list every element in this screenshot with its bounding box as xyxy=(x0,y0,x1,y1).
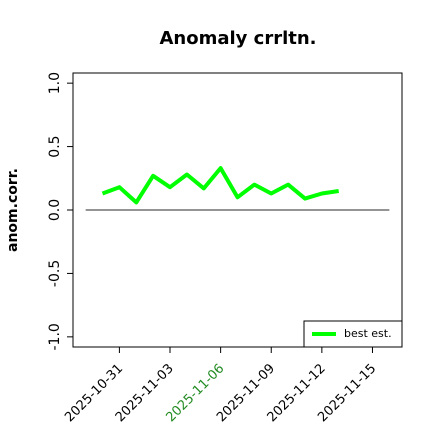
y-tick-label: 0.0 xyxy=(47,199,63,221)
y-tick-label: 0.5 xyxy=(47,135,63,157)
y-tick-label: -1.0 xyxy=(47,323,63,350)
y-tick-label: -0.5 xyxy=(47,260,63,287)
y-axis-label: anom.corr. xyxy=(5,168,21,252)
data-line xyxy=(101,166,339,205)
chart-title: Anomaly crrltn. xyxy=(159,28,316,49)
legend-label: best est. xyxy=(344,327,392,340)
y-tick-label: 1.0 xyxy=(47,72,63,94)
